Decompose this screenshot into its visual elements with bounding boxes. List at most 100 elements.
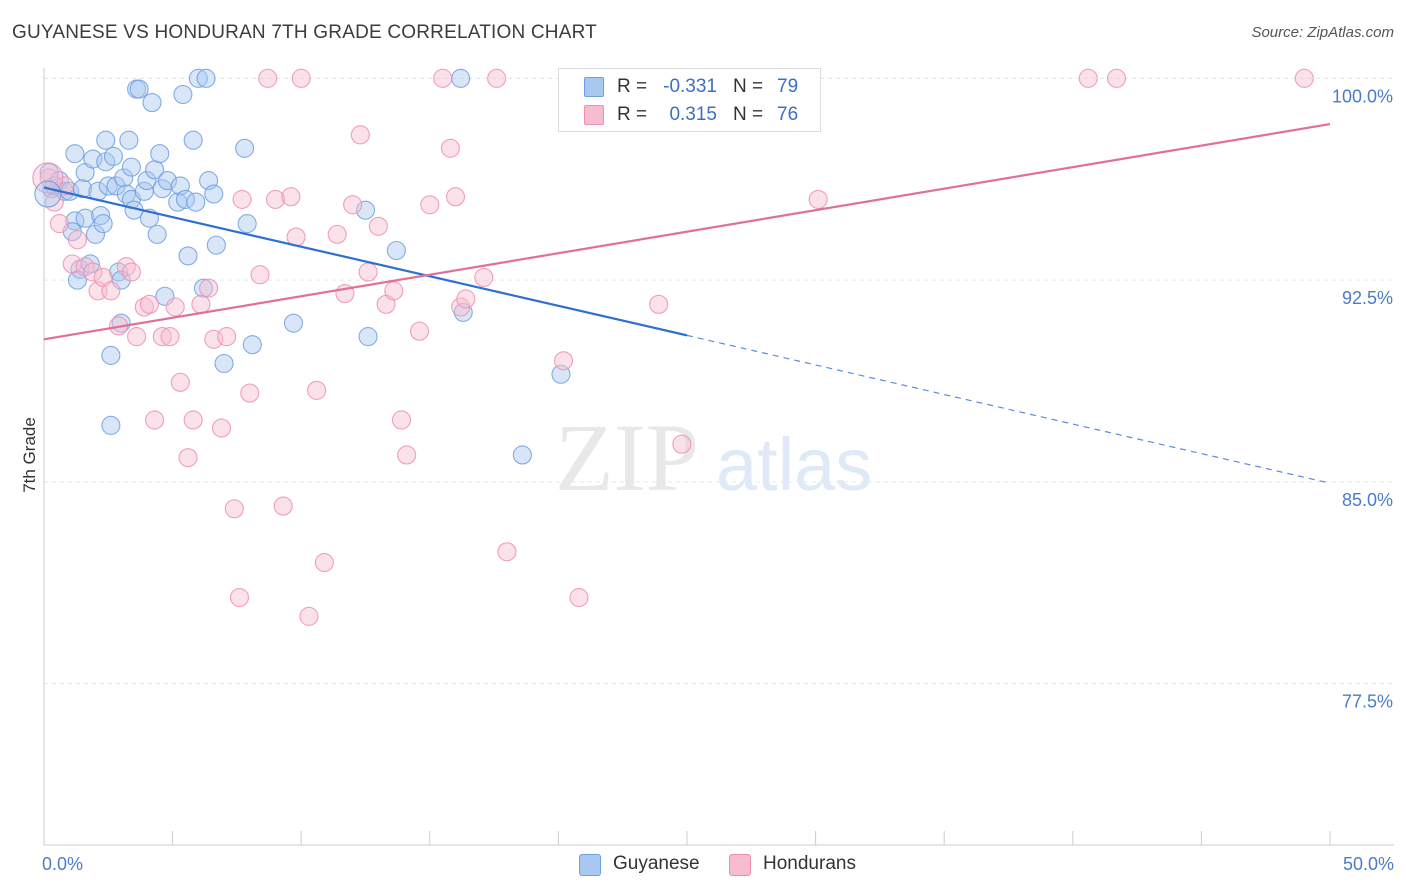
- scatter-point-guyanese: [193, 278, 214, 298]
- series-label-hondurans: Hondurans: [763, 853, 856, 874]
- scatter-point-guyanese: [75, 208, 95, 228]
- series-swatch-hondurans: [729, 854, 751, 876]
- scatter-point-hondurans: [183, 410, 203, 430]
- scatter-point-hondurans: [199, 278, 219, 298]
- scatter-point-hondurans: [553, 351, 574, 371]
- legend-n-value: 79: [777, 76, 799, 97]
- scatter-point-hondurans: [49, 214, 69, 234]
- scatter-point-guyanese: [147, 224, 167, 244]
- watermark: ZIP atlas: [555, 404, 872, 511]
- correlation-legend: R = -0.331 N = 79 R = 0.315 N = 76: [558, 68, 821, 132]
- scatter-point-guyanese: [204, 184, 224, 204]
- scatter-point-hondurans: [291, 68, 311, 88]
- scatter-point-hondurans: [327, 224, 347, 244]
- scatter-point-hondurans: [217, 327, 237, 347]
- scatter-point-hondurans: [384, 281, 404, 301]
- scatter-point-hondurans: [440, 138, 460, 158]
- trend-line-hondurans: [43, 122, 1331, 341]
- scatter-point-guyanese: [103, 146, 123, 166]
- chart-title: GUYANESE VS HONDURAN 7TH GRADE CORRELATI…: [12, 22, 597, 43]
- scatter-point-guyanese: [157, 171, 178, 191]
- scatter-point-guyanese: [283, 313, 304, 333]
- scatter-point-guyanese: [358, 327, 378, 347]
- y-tick-label: 92.5%: [1342, 288, 1393, 308]
- scatter-point-guyanese: [173, 84, 193, 105]
- scatter-point-hondurans: [152, 327, 172, 347]
- scatter-point-hondurans: [307, 380, 327, 400]
- scatter-point-hondurans: [229, 587, 250, 608]
- scatter-point-hondurans: [160, 327, 180, 347]
- scatter-point-guyanese: [106, 176, 126, 196]
- scatter-point-guyanese: [235, 138, 255, 158]
- legend-n-label: N =: [733, 104, 764, 125]
- legend-r-label: R =: [617, 104, 648, 125]
- scatter-point-hondurans: [409, 321, 430, 341]
- scatter-point-guyanese: [242, 335, 262, 355]
- scatter-point-hondurans: [134, 297, 154, 317]
- scatter-point-hondurans: [83, 262, 103, 282]
- scatter-point-hondurans: [474, 267, 494, 287]
- scatter-point-hondurans: [170, 372, 190, 392]
- scatter-point-guyanese: [142, 93, 162, 113]
- scatter-point-hondurans: [224, 499, 244, 519]
- legend-n-label: N =: [733, 76, 764, 97]
- scatter-point-hondurans: [391, 410, 412, 430]
- scatter-point-hondurans: [67, 230, 87, 250]
- scatter-point-hondurans: [350, 125, 370, 145]
- legend-r-value: -0.331: [663, 76, 717, 97]
- y-tick-label: 85.0%: [1342, 490, 1393, 510]
- x-ticks: [43, 831, 1331, 845]
- scatter-point-hondurans: [165, 297, 185, 317]
- trend-lines: [43, 122, 1331, 484]
- watermark-zip: ZIP: [555, 404, 699, 511]
- scatter-point-hondurans: [299, 606, 319, 626]
- scatter-point-hondurans: [569, 587, 589, 608]
- scatter-point-guyanese: [121, 157, 141, 177]
- scatter-point-guyanese: [178, 246, 198, 266]
- legend-n-value: 76: [777, 104, 799, 125]
- scatter-point-guyanese: [65, 144, 85, 164]
- scatter-point-hondurans: [1294, 68, 1314, 88]
- scatter-point-guyanese: [101, 345, 121, 365]
- legend-swatch-guyanese: [584, 77, 604, 97]
- scatter-point-guyanese: [137, 171, 157, 191]
- scatter-point-guyanese: [451, 68, 471, 88]
- scatter-point-guyanese: [386, 240, 406, 261]
- scatter-point-hondurans: [314, 552, 334, 573]
- scatter-point-hondurans: [139, 294, 160, 314]
- scatter-point-guyanese: [196, 68, 216, 88]
- scatter-point-guyanese: [93, 214, 113, 234]
- watermark-atlas: atlas: [716, 423, 872, 506]
- scatter-point-hondurans: [672, 434, 692, 454]
- scatter-point-hondurans: [191, 294, 211, 314]
- scatter-point-guyanese: [183, 130, 203, 150]
- scatter-point-hondurans: [250, 265, 270, 285]
- scatter-point-guyanese: [119, 130, 139, 150]
- scatter-point-guyanese: [114, 168, 134, 188]
- scatter-point-hondurans: [101, 281, 121, 301]
- data-points: [32, 68, 1314, 626]
- scatter-point-guyanese: [85, 224, 105, 244]
- x-tick-label-min: 0.0%: [42, 854, 83, 874]
- x-tick-label-max: 50.0%: [1343, 854, 1394, 874]
- scatter-point-hondurans: [487, 68, 507, 88]
- scatter-point-hondurans: [456, 289, 476, 309]
- legend-row-guyanese: R = -0.331 N = 79: [559, 72, 820, 100]
- scatter-point-hondurans: [358, 262, 378, 282]
- chart-source: Source: ZipAtlas.com: [1251, 24, 1394, 41]
- scatter-point-hondurans: [32, 162, 64, 194]
- scatter-point-hondurans: [145, 410, 165, 430]
- scatter-point-guyanese: [96, 130, 116, 150]
- scatter-point-guyanese: [206, 235, 226, 255]
- scatter-point-hondurans: [397, 445, 417, 465]
- scatter-point-guyanese: [34, 180, 62, 208]
- scatter-point-guyanese: [214, 353, 234, 374]
- trend-line-guyanese: [43, 186, 688, 337]
- scatter-point-hondurans: [1106, 68, 1127, 88]
- scatter-point-guyanese: [237, 214, 257, 234]
- scatter-point-hondurans: [368, 216, 388, 236]
- scatter-point-hondurans: [211, 418, 232, 438]
- scatter-point-hondurans: [808, 189, 828, 209]
- scatter-point-hondurans: [127, 327, 147, 347]
- series-swatch-guyanese: [579, 854, 601, 876]
